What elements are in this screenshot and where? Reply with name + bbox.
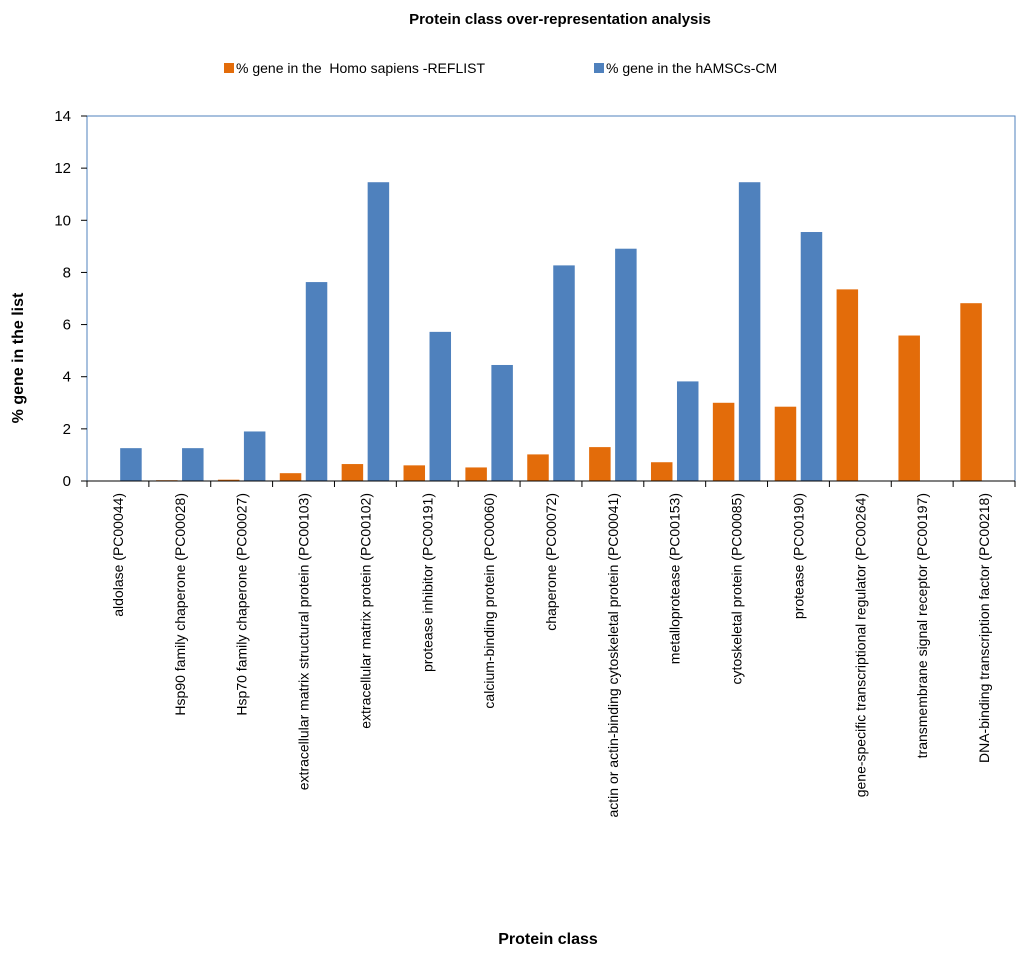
chart-title: Protein class over-representation analys… xyxy=(409,11,711,28)
bar-reflist xyxy=(279,473,302,481)
y-tick-label: 2 xyxy=(63,421,71,438)
bar-hamscs xyxy=(676,381,699,481)
bar-reflist xyxy=(465,467,487,481)
y-tick-label: 12 xyxy=(54,160,71,177)
y-tick-label: 8 xyxy=(63,264,71,281)
y-axis: 0 2 4 6 8 10 12 14 xyxy=(54,108,87,490)
y-tick-label: 0 xyxy=(63,473,71,490)
legend-label-reflist: % gene in the Homo sapiens -REFLIST xyxy=(236,60,485,76)
bar-hamscs xyxy=(182,448,204,481)
bar-reflist xyxy=(589,447,611,481)
bar-reflist xyxy=(960,303,982,481)
x-tick-label: DNA-binding transcription factor (PC0021… xyxy=(976,493,992,763)
y-tick-label: 4 xyxy=(63,369,71,386)
y-tick-label: 10 xyxy=(54,212,71,229)
bar-hamscs xyxy=(800,232,823,481)
legend-label-hamscs: % gene in the hAMSCs-CM xyxy=(606,60,777,76)
x-tick-label: cytoskeletal protein (PC00085) xyxy=(729,493,745,684)
bar-reflist xyxy=(898,335,920,481)
x-axis-title: Protein class xyxy=(498,931,598,948)
legend-swatch-reflist xyxy=(224,63,234,73)
y-axis-title: % gene in the list xyxy=(10,292,27,423)
legend-swatch-hamscs xyxy=(594,63,604,73)
x-tick-label: Hsp90 family chaperone (PC00028) xyxy=(172,493,188,716)
bar-reflist xyxy=(712,402,735,481)
bar-hamscs xyxy=(367,182,390,481)
plot-area xyxy=(86,115,1016,482)
x-tick-label: extracellular matrix structural protein … xyxy=(296,493,312,790)
x-tick-label: protease inhibitor (PC00191) xyxy=(419,493,435,672)
bars xyxy=(120,182,982,481)
bar-hamscs xyxy=(615,248,637,481)
x-tick-label: transmembrane signal receptor (PC00197) xyxy=(914,493,930,758)
x-tick-label: aldolase (PC00044) xyxy=(110,493,126,617)
bar-hamscs xyxy=(491,364,513,481)
bar-hamscs xyxy=(553,265,575,481)
x-axis: aldolase (PC00044) Hsp90 family chaperone… xyxy=(86,481,1016,818)
legend: % gene in the Homo sapiens -REFLIST % ge… xyxy=(224,60,777,76)
x-tick-label: protease (PC00190) xyxy=(790,493,806,619)
x-tick-label: calcium-binding protein (PC00060) xyxy=(481,493,497,709)
bar-hamscs xyxy=(120,448,142,481)
bar-hamscs xyxy=(305,282,328,481)
bar-reflist xyxy=(403,465,426,481)
bar-reflist xyxy=(836,289,859,481)
bar-reflist xyxy=(774,406,797,481)
bar-reflist xyxy=(217,479,240,481)
bar-reflist xyxy=(341,464,364,481)
bar-hamscs xyxy=(243,431,266,481)
y-tick-label: 6 xyxy=(63,317,71,334)
bar-hamscs xyxy=(429,331,452,481)
x-tick-label: actin or actin-binding cytoskeletal prot… xyxy=(605,493,621,818)
x-tick-label: gene-specific transcriptional regulator … xyxy=(852,493,868,797)
x-tick-label: extracellular matrix protein (PC00102) xyxy=(357,493,373,729)
x-tick-label: metalloprotease (PC00153) xyxy=(667,493,683,664)
x-tick-label: Hsp70 family chaperone (PC00027) xyxy=(234,493,250,716)
x-tick-label: chaperone (PC00072) xyxy=(543,493,559,631)
bar-reflist xyxy=(527,454,549,481)
bar-hamscs xyxy=(738,182,761,481)
y-tick-label: 14 xyxy=(54,108,71,125)
bar-reflist xyxy=(650,462,673,481)
